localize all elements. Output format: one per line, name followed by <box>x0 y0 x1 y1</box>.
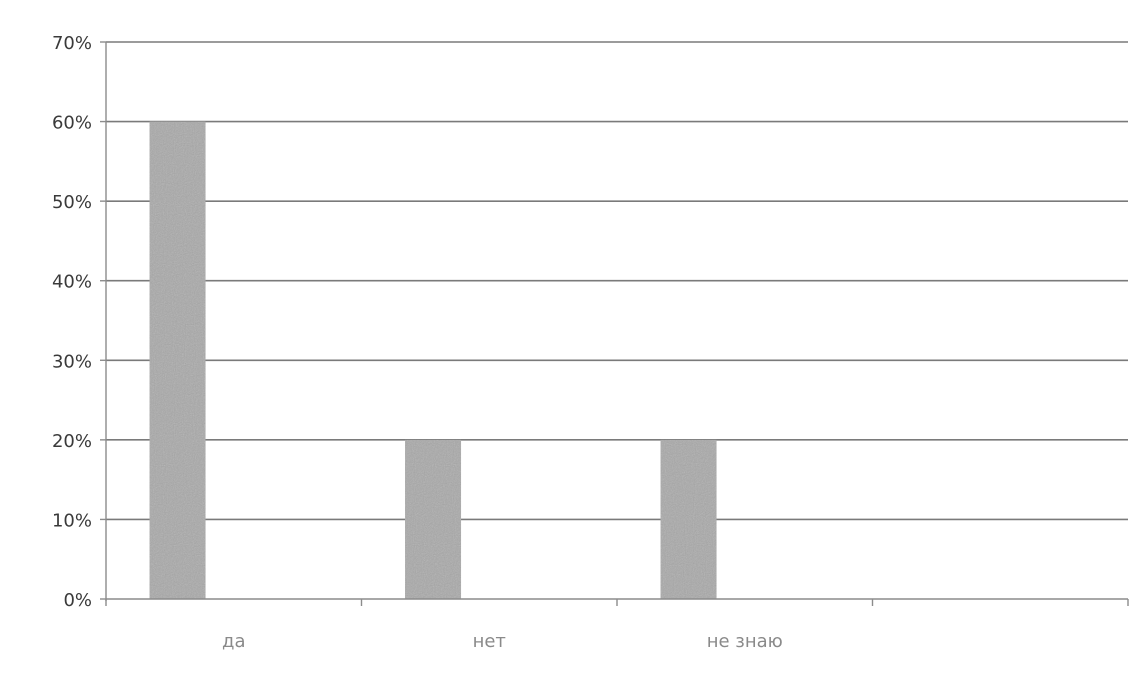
y-tick-label: 20% <box>52 431 92 452</box>
y-tick-label: 40% <box>52 272 92 293</box>
y-tick-label: 60% <box>52 113 92 134</box>
y-tick-label: 70% <box>52 33 92 54</box>
bar <box>660 439 717 599</box>
y-tick-label: 50% <box>52 192 92 213</box>
y-tick-label: 10% <box>52 510 92 531</box>
x-category-label: нет <box>473 631 506 652</box>
axes <box>100 41 1129 606</box>
y-tick-label: 30% <box>52 351 92 372</box>
bar <box>405 439 462 599</box>
y-tick-label: 0% <box>63 590 92 611</box>
x-category-label: не знаю <box>707 631 783 652</box>
x-category-label: да <box>222 631 245 652</box>
bar <box>149 121 206 600</box>
bars <box>149 121 717 600</box>
labels: 0% 10% 20% 30% 40% 50% 60% 70% да нет не знаю <box>52 33 783 652</box>
gridlines <box>106 41 1128 521</box>
